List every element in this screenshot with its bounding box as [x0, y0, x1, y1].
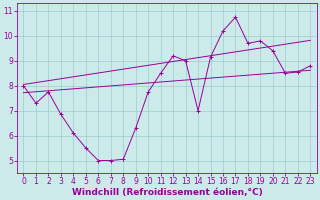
- X-axis label: Windchill (Refroidissement éolien,°C): Windchill (Refroidissement éolien,°C): [72, 188, 262, 197]
